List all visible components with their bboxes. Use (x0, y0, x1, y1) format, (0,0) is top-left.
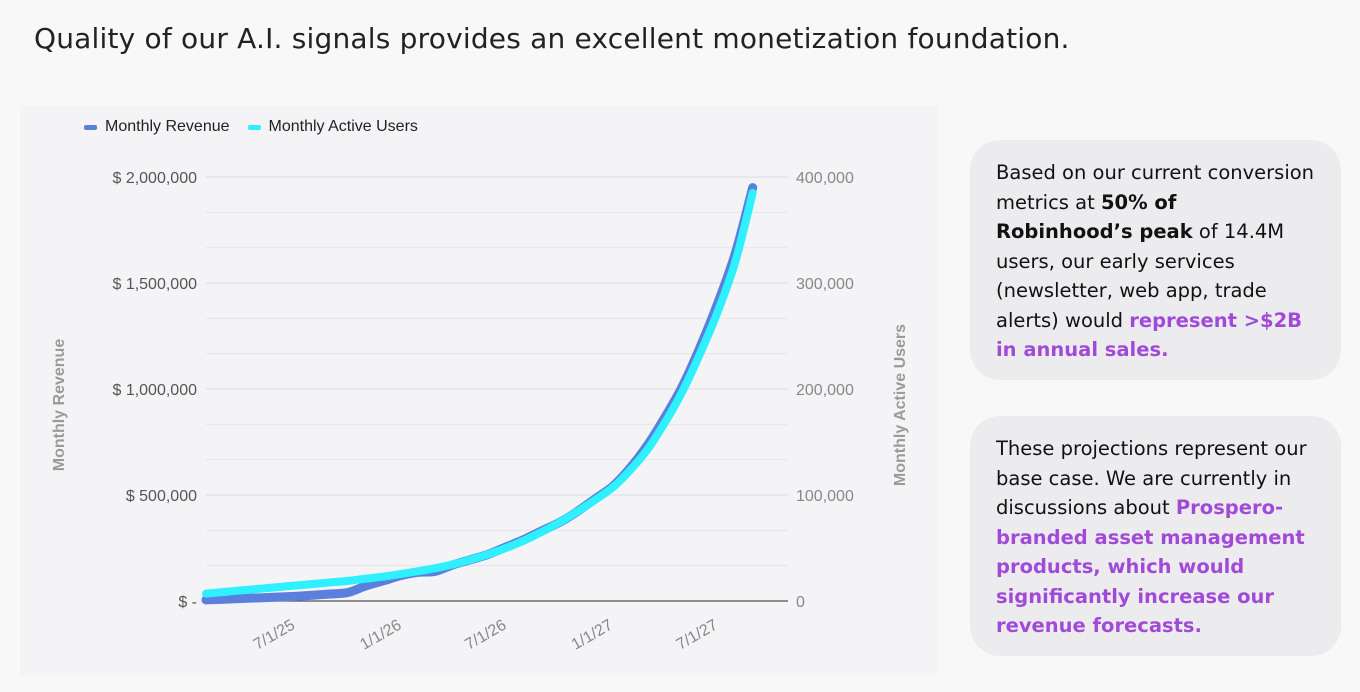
conversion-metrics-card: Based on our current conversion metrics … (970, 140, 1341, 380)
right-axis-ticks: 0 100,000 200,000 300,000 400,000 (796, 170, 854, 611)
right-tick-label: 0 (796, 594, 805, 611)
right-axis-title: Monthly Active Users (892, 324, 909, 486)
legend-item-revenue: Monthly Revenue (84, 118, 230, 136)
card-text-normal: Based on our current conversion metrics … (996, 161, 1315, 214)
line-chart: $ - $ 500,000 $ 1,000,000 $ 1,500,000 $ 2,00… (51, 170, 909, 654)
right-tick-label: 200,000 (796, 382, 854, 399)
slide-title: Quality of our A.I. signals provides an … (34, 22, 1070, 55)
left-tick-label: $ 2,000,000 (112, 170, 197, 187)
right-tick-label: 400,000 (796, 170, 854, 187)
series-lines (201, 183, 758, 605)
card-text-accent: Prospero-branded asset management produc… (996, 496, 1305, 637)
right-tick-label: 300,000 (796, 276, 854, 293)
legend-swatch-revenue (84, 124, 97, 130)
legend-item-users: Monthly Active Users (247, 118, 418, 136)
x-tick-label: 7/1/27 (674, 617, 721, 654)
revenue-line (201, 183, 758, 605)
legend-swatch-users (247, 124, 261, 130)
x-tick-label: 7/1/25 (251, 617, 298, 654)
left-tick-label: $ 500,000 (126, 488, 197, 505)
chart-panel: $ - $ 500,000 $ 1,000,000 $ 1,500,000 $ 2,00… (20, 105, 938, 675)
right-tick-label: 100,000 (796, 488, 854, 505)
legend-label-revenue: Monthly Revenue (105, 118, 230, 135)
projections-card: These projections represent our base cas… (970, 416, 1341, 656)
grid-lines (206, 176, 788, 602)
card-text-bold: 50% of Robinhood’s peak (996, 190, 1193, 244)
x-tick-label: 7/1/26 (462, 617, 509, 654)
left-axis-title: Monthly Revenue (51, 339, 68, 472)
x-tick-label: 1/1/27 (569, 617, 616, 654)
legend: Monthly Revenue Monthly Active Users (84, 118, 418, 136)
left-axis-ticks: $ - $ 500,000 $ 1,000,000 $ 1,500,000 $ 2,00… (112, 170, 197, 611)
x-axis-ticks: 7/1/25 1/1/26 7/1/26 1/1/27 7/1/27 (251, 617, 721, 654)
card-text-normal: of 14.4M users, our early services (news… (996, 220, 1285, 332)
card-text-normal: These projections represent our base cas… (996, 437, 1307, 519)
legend-label-users: Monthly Active Users (268, 118, 418, 135)
active-users-line (202, 188, 757, 598)
left-tick-label: $ - (178, 594, 197, 611)
card-text-accent: represent >$2B in annual sales. (996, 308, 1303, 362)
left-tick-label: $ 1,000,000 (112, 382, 197, 399)
x-tick-label: 1/1/26 (357, 617, 404, 654)
left-tick-label: $ 1,500,000 (112, 276, 197, 293)
